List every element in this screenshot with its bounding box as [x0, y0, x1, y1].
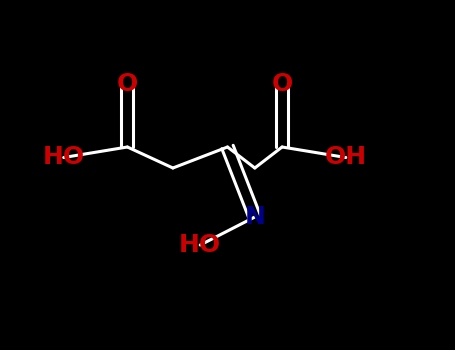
Text: HO: HO	[179, 233, 221, 257]
Text: OH: OH	[325, 146, 367, 169]
Text: HO: HO	[43, 146, 85, 169]
Text: O: O	[117, 72, 138, 96]
Text: O: O	[272, 72, 293, 96]
Text: N: N	[244, 205, 265, 229]
